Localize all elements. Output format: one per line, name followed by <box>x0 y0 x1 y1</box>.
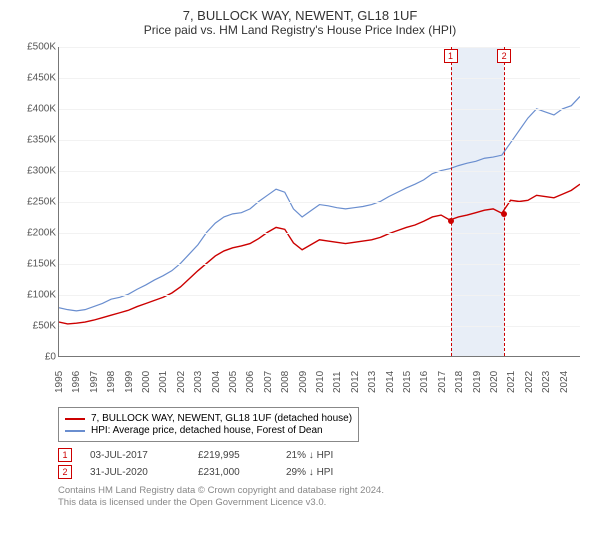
sale-marker-label: 1 <box>444 49 458 63</box>
y-axis-label: £250K <box>12 197 56 208</box>
legend: 7, BULLOCK WAY, NEWENT, GL18 1UF (detach… <box>58 407 359 442</box>
sale-delta: 29% ↓ HPI <box>286 467 333 478</box>
y-axis-label: £0 <box>12 352 56 363</box>
y-axis-label: £100K <box>12 290 56 301</box>
sale-marker-dot <box>501 211 507 217</box>
footer-line-1: Contains HM Land Registry data © Crown c… <box>58 485 588 497</box>
chart-area: £0 £50K £100K £150K £200K £250K £300K £350K £400… <box>12 43 588 403</box>
chart-title: 7, BULLOCK WAY, NEWENT, GL18 1UF <box>12 8 588 23</box>
legend-item: HPI: Average price, detached house, Fore… <box>65 425 352 436</box>
chart-container: 7, BULLOCK WAY, NEWENT, GL18 1UF Price p… <box>0 0 600 560</box>
footer-line-2: This data is licensed under the Open Gov… <box>58 497 588 509</box>
sale-date: 31-JUL-2020 <box>90 467 180 478</box>
y-axis-label: £150K <box>12 259 56 270</box>
sale-row: 2 31-JUL-2020 £231,000 29% ↓ HPI <box>58 465 588 479</box>
y-axis-label: £300K <box>12 166 56 177</box>
legend-item: 7, BULLOCK WAY, NEWENT, GL18 1UF (detach… <box>65 413 352 424</box>
sale-marker-dot <box>448 218 454 224</box>
plot-area: 12 <box>58 47 580 357</box>
sale-marker-label: 2 <box>497 49 511 63</box>
x-axis-label: 2024 <box>559 371 599 393</box>
footer-attribution: Contains HM Land Registry data © Crown c… <box>58 485 588 510</box>
legend-swatch <box>65 418 85 420</box>
sale-price: £231,000 <box>198 467 268 478</box>
sale-price: £219,995 <box>198 450 268 461</box>
y-axis-label: £350K <box>12 135 56 146</box>
legend-label: 7, BULLOCK WAY, NEWENT, GL18 1UF (detach… <box>91 413 352 424</box>
series-line <box>59 96 580 310</box>
y-axis-label: £200K <box>12 228 56 239</box>
legend-swatch <box>65 430 85 432</box>
sale-index-box: 2 <box>58 465 72 479</box>
sales-table: 1 03-JUL-2017 £219,995 21% ↓ HPI 2 31-JUL-202… <box>58 448 588 479</box>
sale-index-box: 1 <box>58 448 72 462</box>
y-axis-label: £450K <box>12 73 56 84</box>
y-axis-label: £50K <box>12 321 56 332</box>
y-axis-label: £400K <box>12 104 56 115</box>
legend-label: HPI: Average price, detached house, Fore… <box>91 425 323 436</box>
sale-delta: 21% ↓ HPI <box>286 450 333 461</box>
sale-date: 03-JUL-2017 <box>90 450 180 461</box>
sale-row: 1 03-JUL-2017 £219,995 21% ↓ HPI <box>58 448 588 462</box>
y-axis-label: £500K <box>12 42 56 53</box>
chart-subtitle: Price paid vs. HM Land Registry's House … <box>12 23 588 37</box>
